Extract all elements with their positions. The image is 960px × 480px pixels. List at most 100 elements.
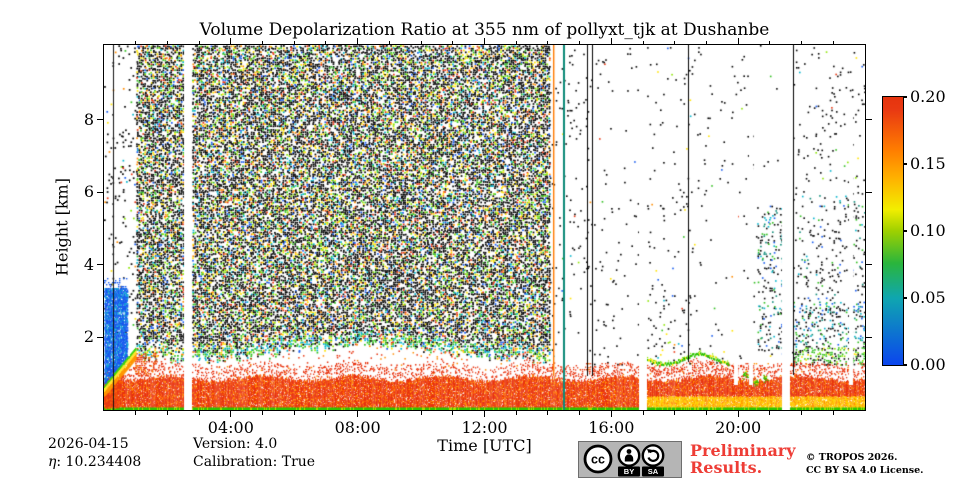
x-minor-tick [832,411,834,415]
chart-title: Volume Depolarization Ratio at 355 nm of… [199,20,770,40]
y-major-tick-right [866,119,872,121]
colorbar-tick [903,297,907,299]
x-tick-label: 04:00 [207,418,254,437]
colorbar-tick-label: 0.15 [910,154,946,173]
sa-arrow [647,449,660,462]
x-major-tick [610,411,612,417]
plot-area [103,44,866,411]
x-minor-tick [674,411,676,415]
preliminary-note: Preliminary Results. [690,442,796,476]
x-minor-tick-top [705,40,707,44]
colorbar-tick-label: 0.00 [910,355,946,374]
x-minor-tick [262,411,264,415]
x-minor-tick [166,411,168,415]
x-axis-label: Time [UTC] [437,436,532,455]
x-minor-tick-top [198,40,200,44]
x-minor-tick [579,411,581,415]
x-major-tick-top [230,38,232,44]
x-minor-tick [135,411,137,415]
x-minor-tick [547,411,549,415]
calibration-label: Calibration: True [193,454,316,470]
x-minor-tick-top [832,40,834,44]
y-tick-label: 2 [83,327,94,347]
x-minor-tick [198,411,200,415]
x-minor-tick-top [579,40,581,44]
cc-license-badge: cc BY SA [578,441,682,478]
x-minor-tick-top [642,40,644,44]
x-minor-tick [515,411,517,415]
x-minor-tick [769,411,771,415]
colorbar-tick [903,364,907,366]
x-major-tick [483,411,486,417]
x-minor-tick [293,411,295,415]
x-minor-tick-top [388,40,390,44]
x-major-tick-top [357,38,359,44]
colorbar-tick-label: 0.20 [910,87,946,106]
y-major-tick [97,264,103,266]
cc-icon [583,444,613,474]
colorbar-tick-label: 0.05 [910,288,946,307]
version-label: Version: 4.0 [193,436,278,452]
x-minor-tick [705,411,707,415]
copyright-line2: CC BY SA 4.0 License. [806,465,924,476]
y-major-tick-right [866,264,872,266]
preliminary-line1: Preliminary [690,441,796,460]
by-person-head [626,449,632,454]
y-major-tick [97,119,103,121]
colorbar-tick-label: 0.10 [910,221,946,240]
x-major-tick [230,411,232,417]
y-tick-label: 8 [83,109,94,129]
copyright-line1: © TROPOS 2026. [806,452,898,463]
eta-label: η: 10.234408 [48,453,141,471]
colorbar [882,96,904,366]
x-major-tick-top [483,38,486,44]
by-label: BY [624,467,634,476]
x-minor-tick [388,411,390,415]
cc-icon-label: cc [591,453,605,467]
x-minor-tick [642,411,644,415]
x-major-tick [357,411,359,417]
y-major-tick [97,336,103,339]
x-minor-tick [801,411,803,415]
x-major-tick-top [737,38,739,44]
sa-arrowhead [647,449,652,454]
by-person-body [624,454,634,462]
x-minor-tick [452,411,454,415]
preliminary-line2: Results. [690,458,763,477]
eta-value: : 10.234408 [56,454,142,470]
x-minor-tick-top [674,40,676,44]
x-tick-label: 12:00 [461,418,508,437]
colorbar-tick [903,230,907,232]
date-label: 2026-04-15 [48,436,129,452]
x-major-tick [737,411,739,417]
y-tick-label: 4 [83,254,94,274]
y-major-tick [97,191,103,193]
x-minor-tick-top [262,40,264,44]
x-minor-tick-top [135,40,137,44]
eta-symbol: η [48,454,57,470]
x-tick-label: 20:00 [715,418,762,437]
by-strip [618,466,640,477]
colorbar-tick [903,163,907,165]
x-tick-label: 16:00 [588,418,635,437]
sa-arrow-icon [641,444,665,467]
y-major-tick-right [866,336,872,339]
x-minor-tick-top [547,40,549,44]
x-minor-tick-top [452,40,454,44]
sa-label: SA [648,467,659,476]
x-minor-tick-top [293,40,295,44]
x-major-tick-top [610,38,612,44]
x-minor-tick-top [515,40,517,44]
sa-strip [642,466,664,477]
x-tick-label: 08:00 [334,418,381,437]
x-minor-tick-top [801,40,803,44]
x-minor-tick-top [166,40,168,44]
y-major-tick-right [866,191,872,193]
colorbar-tick [903,96,907,98]
x-minor-tick-top [420,40,422,44]
license-note: © TROPOS 2026. CC BY SA 4.0 License. [806,451,923,477]
x-minor-tick-top [325,40,327,44]
x-minor-tick-top [769,40,771,44]
heatmap-canvas [104,45,865,410]
